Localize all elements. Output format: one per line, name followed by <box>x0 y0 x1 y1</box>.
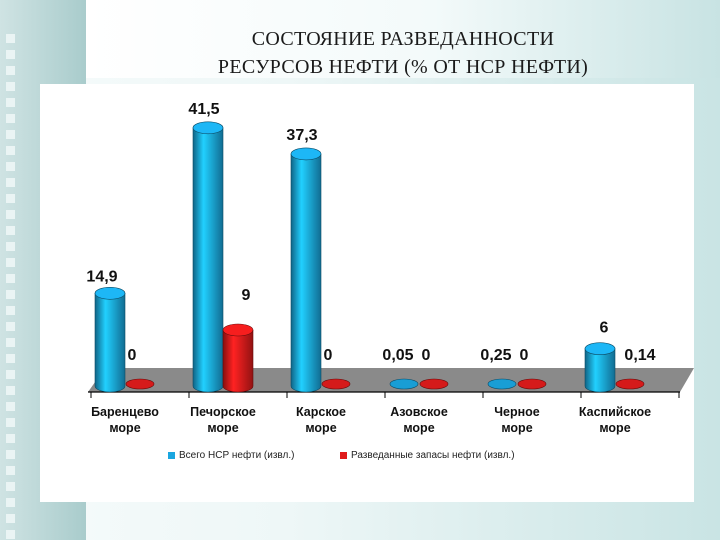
data-label: 0,14 <box>624 347 655 364</box>
bar-disc-explored <box>321 378 351 390</box>
bar-disc-explored <box>517 378 547 390</box>
legend-label-total: Всего НСР нефти (извл.) <box>179 449 294 461</box>
bar-top-total <box>192 121 224 135</box>
x-tick-label: Баренцево <box>91 405 159 419</box>
strip-square <box>6 210 15 219</box>
strip-square <box>6 530 15 539</box>
x-tick-label: Печорское <box>190 405 256 419</box>
title-band <box>86 0 720 78</box>
data-label: 6 <box>600 320 609 337</box>
strip-square <box>6 402 15 411</box>
strip-square <box>6 466 15 475</box>
bar-body-explored <box>222 329 254 393</box>
data-label: 0,25 <box>480 347 511 364</box>
strip-square <box>6 130 15 139</box>
x-tick-label: море <box>599 421 630 435</box>
data-label: 0,05 <box>382 347 413 364</box>
bar-disc-total <box>389 378 419 390</box>
strip-square <box>6 146 15 155</box>
strip-square <box>6 450 15 459</box>
x-tick-label: Карское <box>296 405 346 419</box>
strip-square <box>6 114 15 123</box>
strip-square <box>6 482 15 491</box>
strip-square <box>6 194 15 203</box>
strip-square <box>6 370 15 379</box>
strip-square <box>6 322 15 331</box>
bar-disc-explored <box>125 378 155 390</box>
slide-title-line-1: СОСТОЯНИЕ РАЗВЕДАННОСТИ <box>251 28 555 51</box>
x-tick-label: Черное <box>494 405 540 419</box>
strip-square <box>6 34 15 43</box>
x-tick-label: Азовское <box>390 405 448 419</box>
strip-square <box>6 306 15 315</box>
strip-square <box>6 178 15 187</box>
x-tick-label: море <box>207 421 238 435</box>
slide-title: СОСТОЯНИЕ РАЗВЕДАННОСТИ РЕСУРСОВ НЕФТИ (… <box>86 25 720 81</box>
bar-body-total <box>584 348 616 393</box>
strip-square <box>6 418 15 427</box>
strip-square <box>6 338 15 347</box>
chart-panel: 14,9 0 Баренцево море 41,5 9 Печорское море 37,3… <box>40 84 694 502</box>
strip-square <box>6 162 15 171</box>
bar-top-total <box>584 342 616 355</box>
bar-chart: 14,9 0 Баренцево море 41,5 9 Печорское море 37,3… <box>86 101 694 461</box>
strip-square <box>6 514 15 523</box>
data-label: 0 <box>128 347 137 364</box>
strip-square <box>6 50 15 59</box>
strip-square <box>6 274 15 283</box>
bar-disc-explored <box>419 378 449 390</box>
bar-disc-explored <box>615 378 645 390</box>
strip-square <box>6 290 15 299</box>
strip-square <box>6 354 15 363</box>
data-label: 0 <box>324 347 333 364</box>
data-label: 0 <box>520 347 529 364</box>
x-tick-label: Каспийское <box>579 405 651 419</box>
legend-swatch-total <box>168 452 175 459</box>
data-label: 37,3 <box>286 127 317 144</box>
strip-square <box>6 226 15 235</box>
strip-square <box>6 258 15 267</box>
x-tick-label: море <box>109 421 140 435</box>
x-tick-label: море <box>403 421 434 435</box>
bar-top-total <box>94 286 126 300</box>
x-tick-label: море <box>501 421 532 435</box>
legend-swatch-explored <box>340 452 347 459</box>
bar-body-total <box>290 153 322 393</box>
x-tick-label: море <box>305 421 336 435</box>
data-label: 0 <box>422 347 431 364</box>
bar-top-total <box>290 147 322 161</box>
strip-square <box>6 242 15 251</box>
strip-square <box>6 386 15 395</box>
data-label: 9 <box>242 287 251 304</box>
bar-top-explored <box>222 323 254 337</box>
strip-square <box>6 66 15 75</box>
legend-label-explored: Разведанные запасы нефти (извл.) <box>351 449 515 461</box>
data-label: 14,9 <box>86 268 117 285</box>
bar-disc-total <box>487 378 517 390</box>
bar-body-total <box>192 127 224 393</box>
strip-square <box>6 82 15 91</box>
strip-square <box>6 98 15 107</box>
strip-square <box>6 498 15 507</box>
bar-body-total <box>94 292 126 393</box>
slide-title-line-2: РЕСУРСОВ НЕФТИ (% ОТ НСР НЕФТИ) <box>217 56 589 79</box>
data-label: 41,5 <box>188 101 219 118</box>
strip-square <box>6 434 15 443</box>
